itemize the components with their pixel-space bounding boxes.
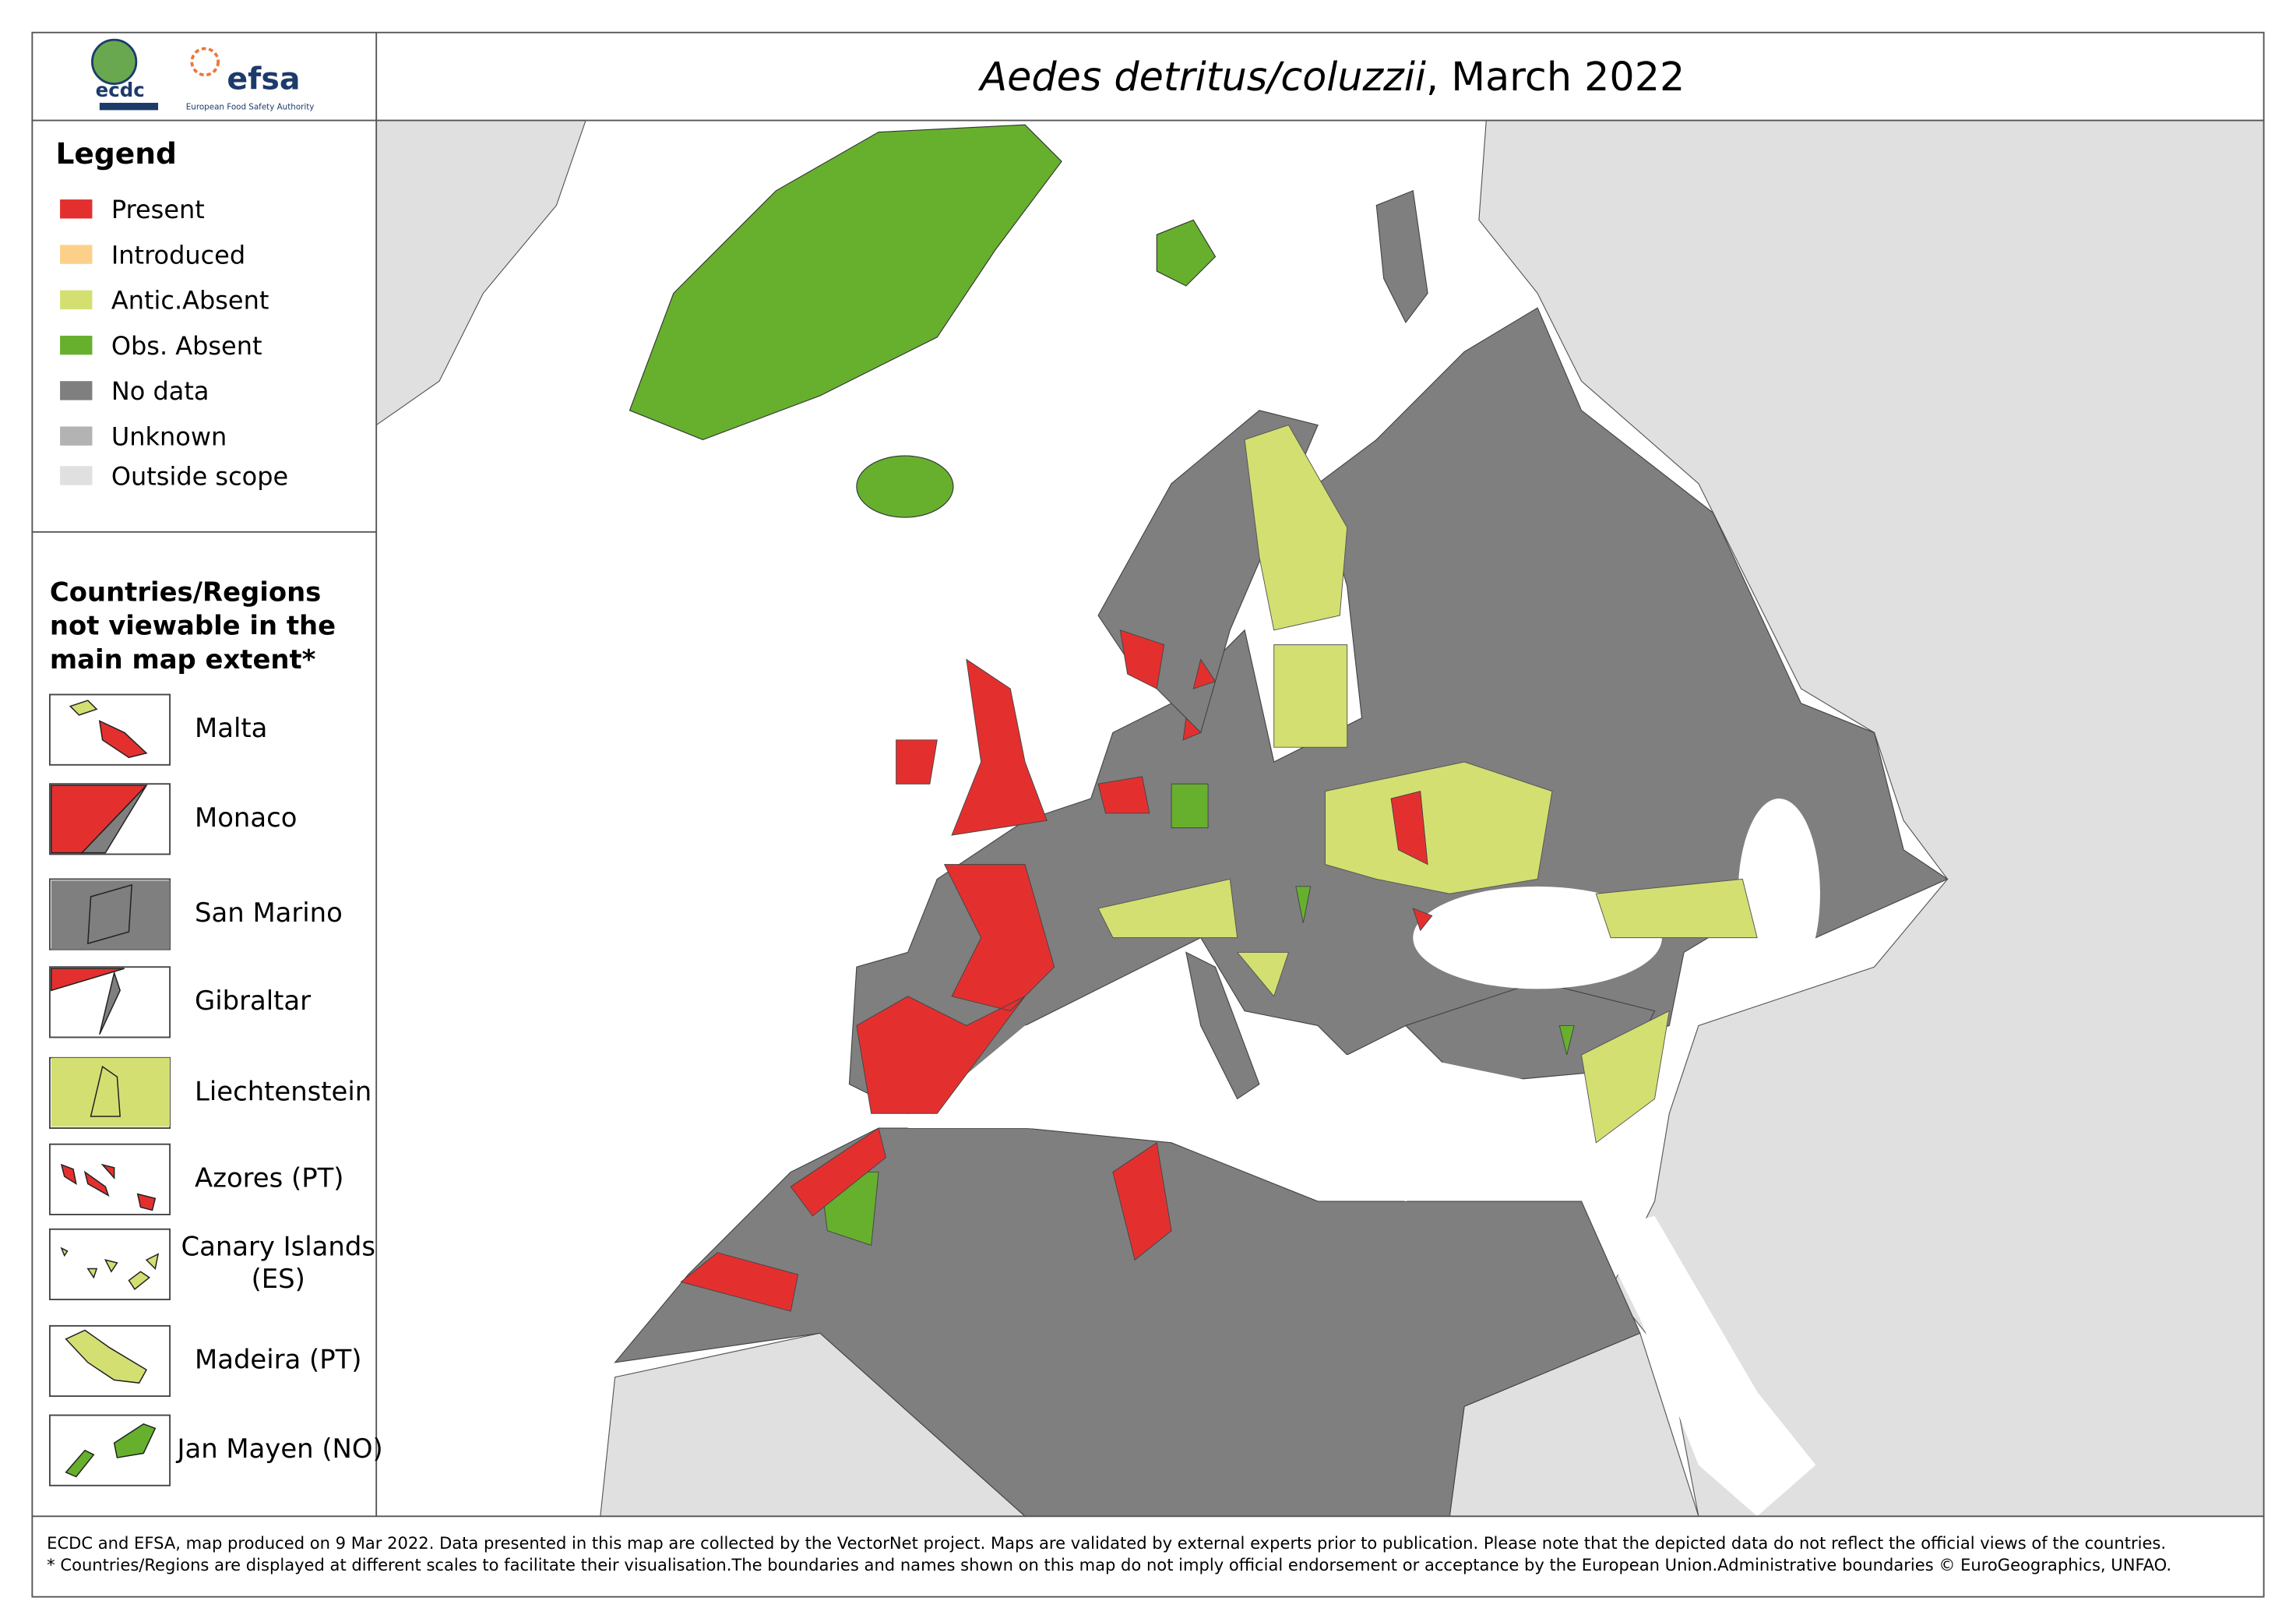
footer-line: * Countries/Regions are displayed at dif… [47, 1555, 2171, 1574]
inset-title: Countries/Regions not viewable in themain… [50, 577, 336, 674]
inset-label: Madeira (PT) [195, 1344, 361, 1374]
frames [31, 31, 2265, 1598]
title-area [378, 33, 2263, 119]
icon-janmayen [65, 1423, 157, 1478]
inset-label: Jan Mayen (NO) [175, 1433, 382, 1464]
footer-area [33, 1518, 2263, 1596]
inset-title-line: main map extent* [50, 644, 316, 675]
black-sea [1413, 886, 1662, 989]
inset-box [48, 1228, 171, 1300]
inset-box [48, 1324, 171, 1398]
icon-malta [98, 720, 148, 759]
obs-absent-regions [819, 783, 1575, 1246]
legend-swatch [60, 199, 93, 219]
legend-label: Introduced [111, 240, 245, 270]
inset-label: San Marino [195, 897, 343, 928]
inset-label: Azores (PT) [195, 1162, 343, 1193]
outer-frame [31, 31, 2265, 1598]
icon-gibraltar [99, 971, 121, 1035]
legend-items: Present Introduced Antic.Absent Obs. Absent… [60, 195, 288, 491]
legend-swatch [60, 245, 93, 264]
efsa-swirl [190, 47, 220, 77]
legend-label: Obs. Absent [111, 331, 262, 361]
icon-canary [60, 1246, 160, 1290]
ecdc-logo: ecdc [96, 79, 145, 101]
inset-box [48, 783, 171, 855]
title-date: , March 2022 [1426, 54, 1685, 100]
inset-label: Malta [195, 713, 267, 743]
legend-label: Unknown [111, 422, 227, 452]
legend-label: Present [111, 195, 205, 224]
inset-label: (ES) [252, 1264, 305, 1294]
footer: ECDC and EFSA, map produced on 9 Mar 202… [47, 1533, 2171, 1574]
icon-liechtenstein [90, 1065, 121, 1117]
efsa-logo: efsa [227, 61, 300, 97]
map [375, 119, 2265, 1517]
caspian-sea [1738, 799, 1820, 989]
legend-swatch [60, 466, 93, 485]
inset-label: Liechtenstein [195, 1076, 372, 1106]
icon-gibraltar-spain [51, 968, 125, 992]
legend-swatch [60, 426, 93, 446]
antic-absent-regions [1097, 425, 1758, 1144]
legend-swatch [60, 335, 93, 355]
inset-title-line: not viewable in the [50, 611, 336, 641]
legend-swatch [60, 290, 93, 310]
inset-box [48, 966, 171, 1038]
inset-box [48, 693, 171, 766]
icon-monaco-land [80, 785, 147, 854]
present-regions [680, 629, 1433, 1312]
ecdc-flag [99, 102, 159, 111]
legend-swatch [60, 381, 93, 400]
ecdc-globe [91, 38, 138, 85]
legend-title: Legend [55, 136, 177, 171]
inset-label: Canary Islands [181, 1232, 375, 1262]
legend-label: Antic.Absent [111, 286, 269, 316]
legend-label: Outside scope [111, 461, 288, 491]
legend-label: No data [111, 376, 210, 406]
icon-azores [60, 1163, 157, 1211]
inset-icons [51, 700, 171, 1478]
inset-title-line: Countries/Regions [50, 577, 321, 607]
inset-box [48, 1414, 171, 1486]
greenland [629, 124, 1062, 440]
svalbard [1156, 219, 1217, 287]
icon-malta-gozo [69, 700, 98, 716]
insets: Malta Monaco San Marino Gibraltar Liechtenst… [48, 693, 383, 1486]
title-species: Aedes detritus/coluzzii [977, 54, 1426, 100]
inset-label: Gibraltar [195, 986, 311, 1016]
iceland [856, 455, 954, 518]
footer-line: ECDC and EFSA, map produced on 9 Mar 202… [47, 1533, 2166, 1553]
icon-madeira [65, 1329, 148, 1384]
red-sea [1596, 1215, 1816, 1517]
italy [1185, 951, 1260, 1100]
inset-label: Monaco [195, 802, 297, 833]
efsa-subtitle: European Food Safety Authority [186, 103, 315, 112]
inset-box [48, 1143, 171, 1215]
map-title: Aedes detritus/coluzzii, March 2022 [977, 54, 1685, 100]
icon-sanmarino [86, 883, 133, 945]
mediterranean [907, 1010, 1582, 1202]
